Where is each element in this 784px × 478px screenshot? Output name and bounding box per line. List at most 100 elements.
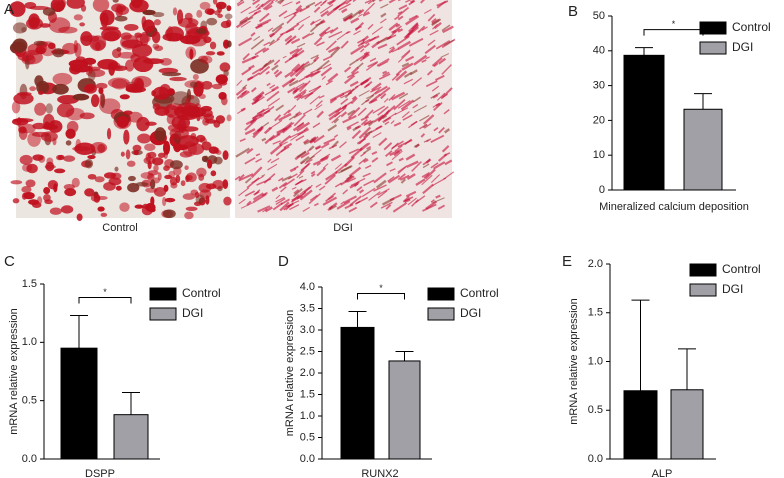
stain	[290, 38, 301, 45]
stain	[250, 166, 263, 179]
stain	[310, 32, 315, 36]
stain	[58, 26, 78, 34]
stain	[238, 37, 253, 47]
stain	[384, 150, 393, 157]
stain	[99, 9, 115, 26]
stain	[422, 114, 435, 125]
stain	[388, 93, 396, 101]
stain	[114, 166, 119, 172]
stain	[100, 93, 105, 109]
stain	[321, 75, 326, 80]
bar	[623, 54, 665, 191]
stain	[189, 81, 198, 88]
stain	[432, 93, 439, 99]
stain	[309, 95, 321, 105]
stain	[411, 77, 423, 87]
stain	[257, 18, 272, 27]
stain	[242, 84, 248, 90]
stain	[360, 48, 365, 53]
stain	[302, 108, 313, 115]
stain	[52, 72, 73, 86]
significance-bracket	[78, 297, 132, 304]
stain	[411, 161, 422, 172]
stain	[270, 157, 280, 164]
stain	[236, 90, 247, 100]
stain	[334, 163, 343, 170]
stain	[421, 26, 428, 31]
stain	[182, 193, 196, 200]
stain	[329, 26, 339, 34]
stain	[76, 213, 83, 222]
stain	[373, 184, 387, 192]
stain	[361, 95, 374, 106]
stain	[342, 89, 352, 95]
stain	[13, 92, 34, 105]
stain	[133, 56, 154, 73]
stain	[252, 127, 263, 139]
stain	[275, 197, 286, 206]
stain	[278, 10, 288, 18]
stain	[106, 128, 112, 140]
stain	[369, 201, 378, 209]
x-tick-label: Mineralized calcium deposition	[599, 201, 749, 213]
stain	[192, 74, 199, 81]
stain	[296, 91, 307, 101]
stain	[336, 200, 351, 210]
stain	[153, 19, 161, 26]
stain	[237, 1, 245, 7]
stain	[378, 73, 391, 80]
stain	[350, 66, 359, 75]
stain	[253, 35, 261, 42]
stain	[265, 4, 273, 11]
stain	[275, 194, 281, 200]
stain	[277, 177, 284, 182]
y-tick-label: 50	[593, 10, 605, 22]
stain	[296, 42, 306, 48]
stain	[297, 24, 305, 31]
stain	[204, 155, 209, 163]
stain	[405, 55, 415, 62]
panel-label: B	[568, 3, 578, 20]
stain	[315, 183, 322, 188]
stain	[296, 121, 311, 132]
legend-swatch	[689, 283, 717, 297]
stain	[427, 13, 436, 22]
stain	[407, 197, 417, 206]
stain	[264, 206, 273, 213]
stain	[293, 189, 300, 195]
stain	[196, 9, 203, 18]
stain	[265, 70, 270, 75]
stain	[151, 31, 161, 44]
stain	[358, 189, 365, 194]
stain	[196, 167, 207, 178]
stain	[298, 77, 305, 83]
stain	[125, 59, 135, 72]
stain	[299, 186, 311, 195]
stain	[328, 46, 339, 54]
stain	[201, 80, 213, 90]
stain	[256, 107, 270, 115]
stain	[443, 152, 451, 157]
stain	[277, 0, 285, 4]
stain	[289, 133, 298, 139]
stain	[432, 23, 438, 30]
stain	[425, 56, 430, 60]
stain	[305, 1, 316, 8]
stain	[438, 126, 445, 134]
stain	[344, 203, 354, 210]
panel-label: D	[278, 253, 289, 270]
stain	[424, 168, 436, 180]
stain	[206, 17, 218, 26]
stain	[252, 91, 265, 102]
stain	[162, 196, 167, 207]
y-tick-label: 2.0	[588, 258, 603, 270]
stain	[426, 69, 433, 76]
stain	[427, 39, 436, 46]
stain	[404, 138, 412, 146]
stain	[282, 55, 287, 59]
stain	[293, 114, 306, 127]
stain	[205, 51, 216, 56]
stain	[394, 145, 403, 152]
bar	[60, 347, 98, 460]
stain	[349, 59, 358, 66]
